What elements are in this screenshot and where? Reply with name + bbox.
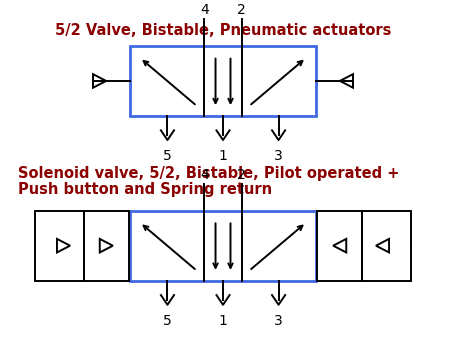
Bar (84, 211, 128, 281)
Text: 4: 4 (200, 3, 209, 17)
Text: 2: 2 (237, 168, 246, 182)
Bar (318, 211, 362, 281)
Text: Solenoid valve, 5/2, Bistable, Pilot operated +: Solenoid valve, 5/2, Bistable, Pilot ope… (18, 166, 400, 181)
Bar (362, 211, 411, 281)
Text: 1: 1 (219, 149, 228, 163)
Text: 4: 4 (200, 168, 209, 182)
Text: 3: 3 (274, 314, 283, 328)
Text: 5: 5 (163, 149, 172, 163)
Text: 2: 2 (237, 3, 246, 17)
Bar (130, 46, 316, 116)
Bar (35, 211, 84, 281)
Text: 3: 3 (274, 149, 283, 163)
Text: 1: 1 (219, 314, 228, 328)
Text: 5/2 Valve, Bistable, Pneumatic actuators: 5/2 Valve, Bistable, Pneumatic actuators (55, 23, 391, 38)
Bar (130, 211, 316, 281)
Text: 5: 5 (163, 314, 172, 328)
Text: Push button and Spring return: Push button and Spring return (18, 182, 273, 197)
